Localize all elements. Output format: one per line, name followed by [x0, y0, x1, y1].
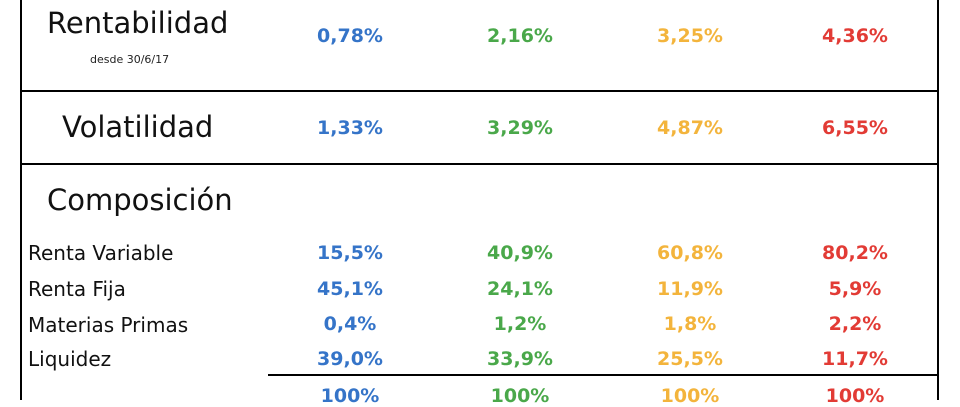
row-label-renta-fija: Renta Fija	[28, 277, 126, 301]
volatilidad-value: 1,33%	[317, 117, 383, 139]
composition-value: 1,8%	[663, 313, 717, 335]
composicion-title: Composición	[47, 183, 233, 217]
row-label-materias-primas: Materias Primas	[28, 313, 189, 337]
composition-value: 60,8%	[657, 242, 723, 264]
sum-line	[268, 374, 939, 376]
volatilidad-value: 6,55%	[822, 117, 888, 139]
rentabilidad-value: 0,78%	[317, 25, 383, 47]
rentabilidad-subtitle: desde 30/6/17	[90, 53, 170, 66]
rentabilidad-title: Rentabilidad	[47, 6, 229, 40]
table-border-right	[937, 0, 939, 400]
table-border-left	[20, 0, 22, 400]
rentabilidad-value: 2,16%	[487, 25, 553, 47]
composition-value: 80,2%	[822, 242, 888, 264]
rentabilidad-value: 3,25%	[657, 25, 723, 47]
rentabilidad-value: 4,36%	[822, 25, 888, 47]
volatilidad-value: 3,29%	[487, 117, 553, 139]
total-value: 100%	[490, 385, 550, 407]
composition-value: 15,5%	[317, 242, 383, 264]
composition-value: 39,0%	[317, 348, 383, 370]
volatilidad-title: Volatilidad	[62, 110, 214, 144]
composition-value: 2,2%	[828, 313, 882, 335]
row-label-liquidez: Liquidez	[28, 347, 112, 371]
composition-value: 5,9%	[828, 278, 882, 300]
row-divider	[20, 90, 939, 92]
row-label-renta-variable: Renta Variable	[28, 241, 174, 265]
composition-value: 40,9%	[487, 242, 553, 264]
total-value: 100%	[320, 385, 380, 407]
composition-value: 33,9%	[487, 348, 553, 370]
volatilidad-value: 4,87%	[657, 117, 723, 139]
total-value: 100%	[825, 385, 885, 407]
composition-value: 24,1%	[487, 278, 553, 300]
composition-value: 25,5%	[657, 348, 723, 370]
composition-value: 11,9%	[657, 278, 723, 300]
composition-value: 45,1%	[317, 278, 383, 300]
total-value: 100%	[660, 385, 720, 407]
row-divider	[20, 163, 939, 165]
composition-value: 0,4%	[323, 313, 377, 335]
composition-value: 11,7%	[822, 348, 888, 370]
composition-value: 1,2%	[493, 313, 547, 335]
